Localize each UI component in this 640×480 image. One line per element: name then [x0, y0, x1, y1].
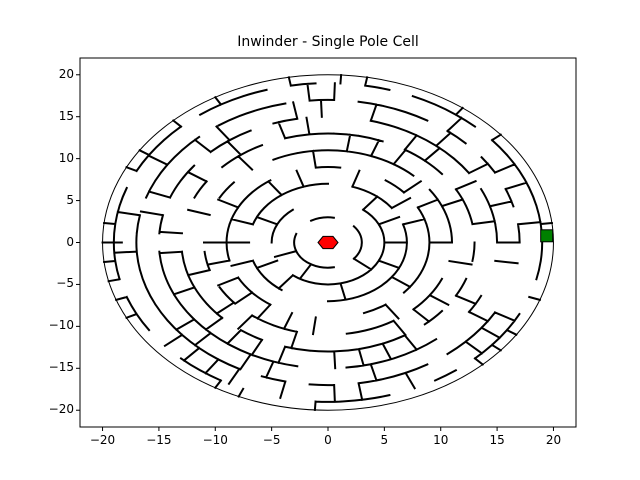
y-tick-label: 5: [66, 192, 74, 207]
y-tick-label: 10: [58, 150, 74, 165]
y-tick-label: 0: [66, 234, 74, 249]
start-marker: [317, 235, 339, 250]
goal-marker: [540, 229, 554, 243]
x-tick-label: 10: [433, 433, 449, 447]
y-tick-label: 15: [58, 108, 74, 123]
x-tick-label: −5: [262, 433, 281, 447]
x-tick-label: 0: [324, 433, 332, 447]
y-tick-label: −10: [48, 318, 74, 333]
x-tick-label: −20: [89, 433, 116, 447]
y-tick-label: −15: [48, 360, 74, 375]
maze-inner-walls: [101, 73, 554, 412]
x-tick-label: 5: [380, 433, 389, 447]
y-tick-label: −5: [56, 276, 74, 291]
x-tick-label: −10: [202, 433, 228, 447]
plot-title: Inwinder - Single Pole Cell: [237, 34, 419, 50]
x-axis-ticks: [102, 427, 554, 431]
maze-walls: [101, 73, 554, 412]
maze-outer-wall: [102, 74, 554, 411]
y-tick-label: 20: [58, 66, 74, 81]
y-axis-ticks: [76, 74, 80, 411]
x-tick-label: −15: [146, 433, 172, 447]
y-tick-label: −20: [48, 402, 74, 417]
x-tick-label: 15: [489, 433, 505, 447]
x-tick-label: 20: [545, 433, 562, 447]
